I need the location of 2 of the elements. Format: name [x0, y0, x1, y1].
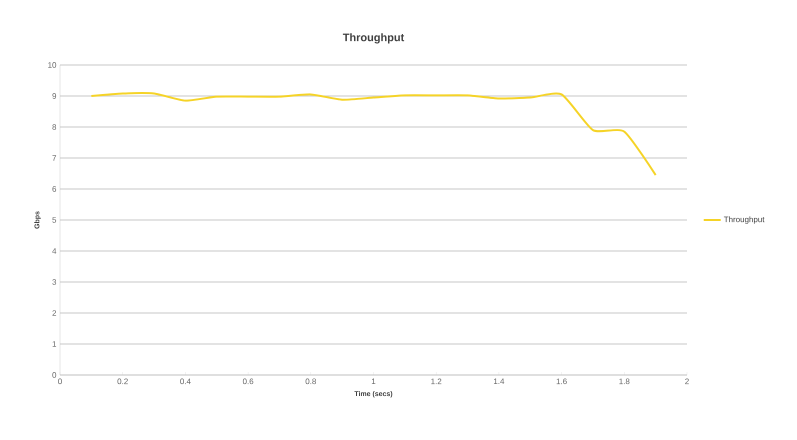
- chart-title: Throughput: [342, 33, 404, 44]
- line-series: [90, 92, 657, 176]
